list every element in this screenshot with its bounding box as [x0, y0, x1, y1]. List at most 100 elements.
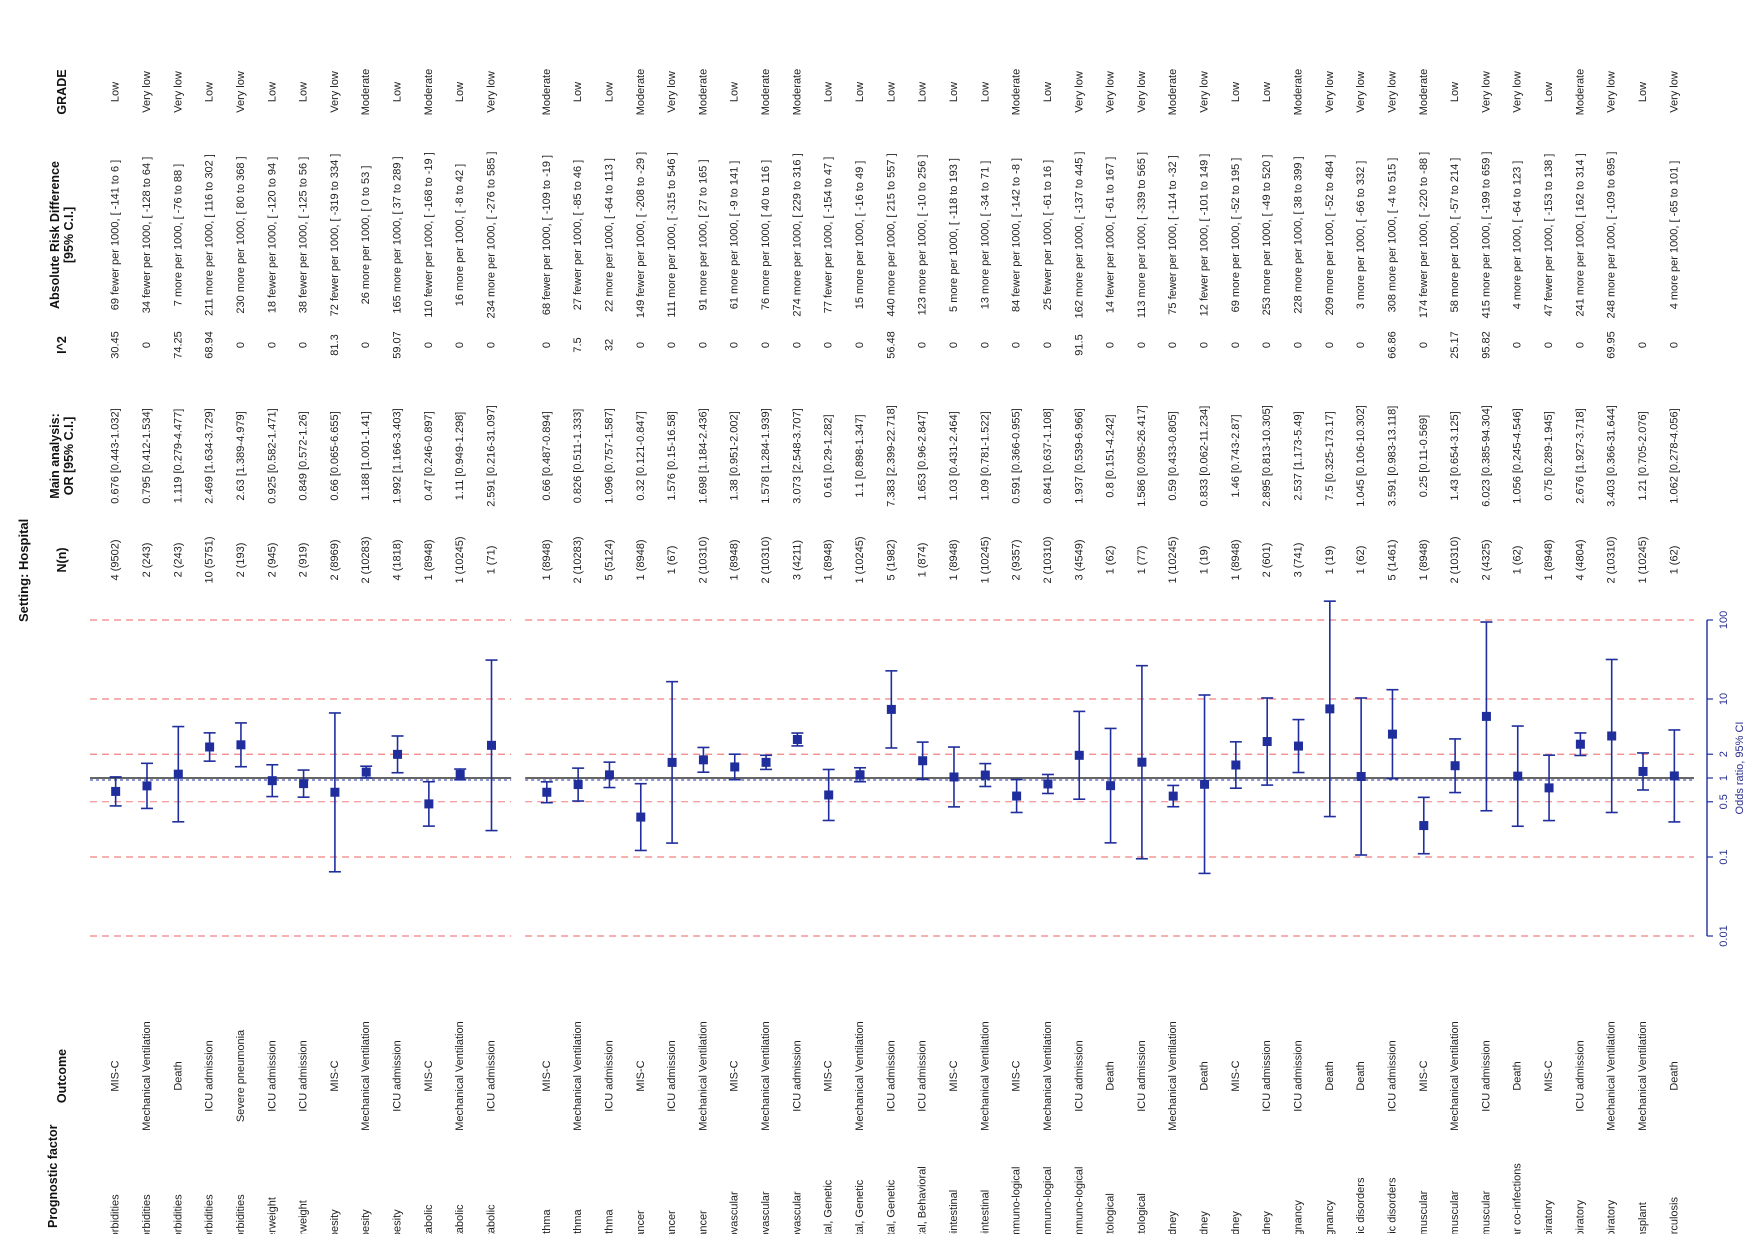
row-outcome: Death	[1105, 1061, 1117, 1090]
row-i2: 0	[1011, 342, 1023, 348]
header-ard-line1: Absolute Risk Difference	[48, 161, 62, 309]
row-n: 2 (4325)	[1480, 540, 1492, 581]
row-n: 1 (77)	[1136, 546, 1148, 575]
row-n: 5 (1982)	[885, 540, 897, 581]
row-i2: 91.5	[1073, 334, 1085, 355]
point-estimate	[173, 769, 183, 779]
row-or-ci: 2.63 [1.389-4.979]	[235, 411, 247, 500]
row-outcome: ICU admission	[1480, 1040, 1492, 1112]
row-factor: Gastrointestinal	[948, 1190, 960, 1234]
table-row: Asthma ICU admission 5 (5124) 1.096 [0.757-…	[603, 82, 615, 1234]
table-row: Malignancy Death 1 (19) 7.5 [0.325-173.17] 0…	[1324, 71, 1336, 1234]
row-ard: 91 more per 1000, [ 27 to 165 ]	[697, 159, 709, 310]
row-or-ci: 2.537 [1.173-5.49]	[1293, 411, 1305, 500]
row-grade: Moderate	[423, 69, 435, 115]
row-outcome: Death	[1199, 1061, 1211, 1090]
row-n: 1 (8948)	[823, 540, 835, 581]
row-ard: 16 more per 1000, [ -8 to 42 ]	[454, 164, 466, 306]
row-i2: 0	[1574, 342, 1586, 348]
row-outcome: ICU admission	[1261, 1040, 1273, 1112]
row-ard: 248 more per 1000, [ -109 to 695 ]	[1606, 152, 1618, 319]
row-grade: Moderate	[791, 69, 803, 115]
row-or-ci: 0.47 [0.246-0.897]	[423, 411, 435, 500]
row-n: 1 (8948)	[729, 540, 741, 581]
row-grade: Moderate	[697, 69, 709, 115]
point-estimate	[1481, 711, 1491, 721]
row-or-ci: 7.5 [0.325-173.17]	[1324, 411, 1336, 500]
table-row: Neurologic disorders ICU admission 5 (1461…	[1386, 71, 1398, 1234]
row-ard: 308 more per 1000, [ -4 to 515 ]	[1386, 158, 1398, 313]
row-or-ci: 3.073 [2.548-3.707]	[791, 408, 803, 503]
table-row: Hemato-, Immuno-logical ICU admission 3 (4…	[1073, 71, 1085, 1234]
row-outcome: ICU admission	[204, 1040, 216, 1112]
row-or-ci: 0.849 [0.572-1.26]	[298, 411, 310, 500]
row-n: 1 (62)	[1355, 546, 1367, 575]
row-ard: 26 more per 1000, [ 0 to 53 ]	[360, 166, 372, 305]
row-ard: 174 fewer per 1000, [ -220 to -88 ]	[1418, 152, 1430, 318]
table-row: on-tubercular co-infections Death 1 (62) 1.…	[1512, 71, 1524, 1234]
table-row: Hematological ICU admission 1 (77) 1.586 [0…	[1136, 71, 1148, 1234]
row-grade: Very low	[329, 71, 341, 113]
row-factor: Neuromuscular	[1480, 1190, 1492, 1234]
row-grade: Very low	[141, 71, 153, 113]
row-outcome: ICU admission	[298, 1040, 310, 1112]
table-row: Comorbidities Death 2 (243) 1.119 [0.279-4.…	[172, 71, 184, 1234]
point-estimate	[636, 812, 646, 822]
row-n: 1 (10245)	[1637, 536, 1649, 583]
row-outcome: Mechanical Ventilation	[760, 1021, 772, 1130]
table-row: Obesity Mechanical Ventilation 2 (10283) 1.…	[360, 69, 372, 1234]
row-outcome: ICU admission	[603, 1040, 615, 1112]
row-n: 2 (10310)	[1606, 536, 1618, 583]
row-factor: Metabolic	[423, 1204, 435, 1234]
row-factor: Hemato-, Immuno-logical	[1073, 1167, 1085, 1234]
row-i2: 25.17	[1449, 331, 1461, 359]
grid-lines	[90, 619, 1694, 937]
row-factor: Comorbidities	[141, 1194, 153, 1234]
row-or-ci: 0.25 [0.11-0.569]	[1418, 415, 1430, 497]
row-grade: Very low	[1136, 71, 1148, 113]
row-i2: 0	[298, 342, 310, 348]
point-estimate	[1137, 757, 1147, 767]
row-ard: 34 fewer per 1000, [ -128 to 64 ]	[141, 157, 153, 314]
row-outcome: ICU admission	[486, 1040, 498, 1112]
row-or-ci: 1.43 [0.654-3.125]	[1449, 411, 1461, 500]
point-estimate	[1043, 779, 1053, 789]
row-or-ci: 2.591 [0.216-31.097]	[486, 405, 498, 507]
point-estimate	[1669, 771, 1679, 781]
row-i2: 0	[854, 342, 866, 348]
row-or-ci: 2.676 [1.927-3.718]	[1574, 408, 1586, 503]
row-outcome: MIS-C	[541, 1060, 553, 1091]
point-estimate	[1200, 779, 1210, 789]
row-ard: 18 fewer per 1000, [ -120 to 94 ]	[266, 157, 278, 314]
table-row: Respiratory MIS-C 1 (8948) 0.75 [0.289-1.94…	[1543, 82, 1555, 1234]
row-i2: 0	[423, 342, 435, 348]
row-factor: Comorbidities	[172, 1194, 184, 1234]
row-or-ci: 1.937 [0.539-6.966]	[1073, 408, 1085, 503]
table-row: Overweight ICU admission 2 (919) 0.849 [0.5…	[298, 82, 310, 1234]
row-ard: 14 fewer per 1000, [ -61 to 167 ]	[1105, 157, 1117, 314]
row-grade: Low	[917, 82, 929, 102]
row-factor: Congenital, Genetic	[885, 1179, 897, 1234]
point-estimate	[424, 799, 434, 809]
tick-label: 2	[1718, 751, 1730, 757]
row-or-ci: 1.09 [0.781-1.522]	[979, 411, 991, 500]
row-grade: Low	[266, 82, 278, 102]
row-ard: 69 fewer per 1000, [ -141 to 6 ]	[110, 160, 122, 310]
row-n: 1 (8948)	[1418, 540, 1430, 581]
point-estimate	[1387, 729, 1397, 739]
row-n: 2 (9357)	[1011, 540, 1023, 581]
row-outcome: MIS-C	[329, 1060, 341, 1091]
row-i2: 0	[1512, 342, 1524, 348]
row-factor: Asthma	[603, 1208, 615, 1234]
row-n: 5 (1461)	[1386, 540, 1398, 581]
table-row: Hemato-, Immuno-logical Mechanical Ventil…	[1042, 82, 1054, 1234]
table-row: Congenital, Genetic MIS-C 1 (8948) 0.61 [0.…	[823, 82, 835, 1234]
row-outcome: ICU admission	[885, 1040, 897, 1112]
row-grade: Moderate	[1167, 69, 1179, 115]
tick-label: 1	[1718, 775, 1730, 781]
row-ard: 69 more per 1000, [ -52 to 195 ]	[1230, 158, 1242, 313]
row-outcome: MIS-C	[1230, 1060, 1242, 1091]
row-grade: Low	[1230, 82, 1242, 102]
row-n: 2 (243)	[172, 543, 184, 578]
